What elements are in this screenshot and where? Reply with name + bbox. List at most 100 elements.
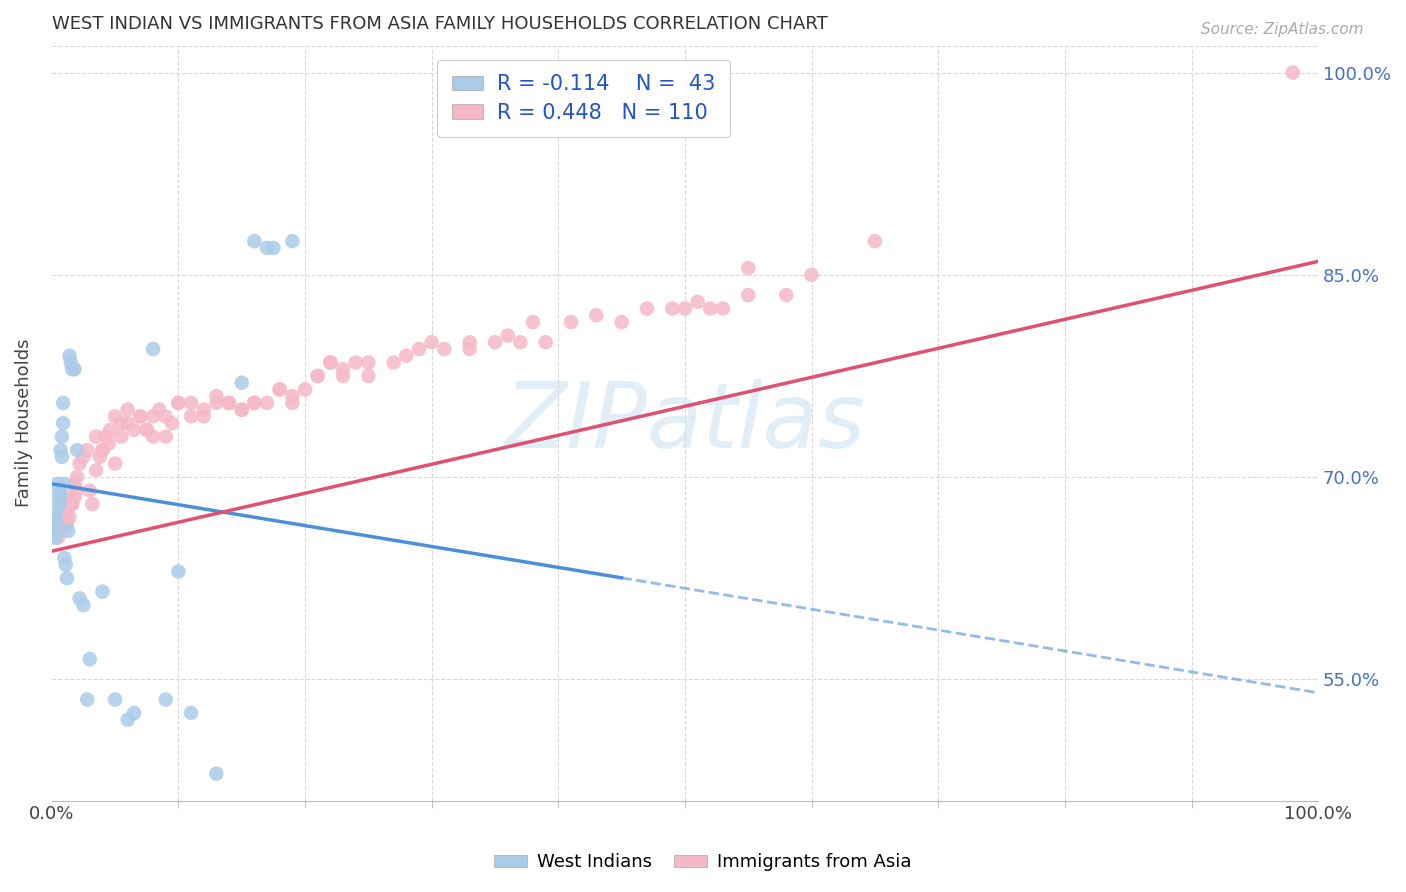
Point [319, 355, 342, 369]
Point [205, 389, 228, 403]
Text: WEST INDIAN VS IMMIGRANTS FROM ASIA FAMILY HOUSEHOLDS CORRELATION CHART: WEST INDIAN VS IMMIGRANTS FROM ASIA FAMI… [52, 15, 828, 33]
Point [218, 396, 240, 410]
Point [48, 497, 70, 511]
Point [167, 565, 190, 579]
Point [79, 652, 101, 666]
Point [560, 315, 582, 329]
Point [800, 268, 823, 282]
Point [53, 476, 76, 491]
Point [52, 504, 75, 518]
Point [117, 713, 139, 727]
Point [46, 531, 69, 545]
Point [72, 598, 94, 612]
Point [104, 457, 127, 471]
Point [585, 308, 607, 322]
Point [458, 335, 481, 350]
Point [496, 328, 519, 343]
Point [344, 355, 367, 369]
Point [58, 490, 80, 504]
Point [45, 517, 67, 532]
Point [98, 423, 121, 437]
Point [97, 436, 120, 450]
Point [737, 288, 759, 302]
Point [142, 429, 165, 443]
Point [148, 402, 170, 417]
Legend: R = -0.114    N =  43, R = 0.448   N = 110: R = -0.114 N = 43, R = 0.448 N = 110 [437, 60, 730, 137]
Point [49, 443, 72, 458]
Point [51, 497, 73, 511]
Point [45, 504, 67, 518]
Point [66, 470, 89, 484]
Point [180, 706, 202, 720]
Point [155, 692, 177, 706]
Point [307, 368, 329, 383]
Point [56, 571, 79, 585]
Point [46, 510, 69, 524]
Point [110, 416, 132, 430]
Point [60, 362, 83, 376]
Point [269, 383, 291, 397]
Point [117, 402, 139, 417]
Point [357, 368, 380, 383]
Point [45, 531, 67, 545]
Point [110, 429, 132, 443]
Point [673, 301, 696, 316]
Legend: West Indians, Immigrants from Asia: West Indians, Immigrants from Asia [486, 847, 920, 879]
Point [53, 551, 76, 566]
Point [76, 692, 98, 706]
Point [269, 383, 291, 397]
Point [610, 315, 633, 329]
Point [319, 355, 342, 369]
Point [332, 362, 354, 376]
Point [55, 558, 77, 572]
Point [58, 510, 80, 524]
Point [58, 524, 80, 538]
Point [60, 497, 83, 511]
Point [509, 335, 531, 350]
Point [256, 396, 278, 410]
Point [332, 368, 354, 383]
Point [281, 396, 304, 410]
Point [193, 409, 215, 424]
Point [180, 396, 202, 410]
Point [53, 517, 76, 532]
Point [45, 510, 67, 524]
Point [53, 510, 76, 524]
Point [52, 396, 75, 410]
Point [420, 335, 443, 350]
Point [46, 476, 69, 491]
Point [294, 383, 316, 397]
Point [205, 766, 228, 780]
Point [433, 342, 456, 356]
Point [58, 349, 80, 363]
Point [142, 409, 165, 424]
Point [49, 524, 72, 538]
Point [484, 335, 506, 350]
Point [711, 301, 734, 316]
Point [49, 490, 72, 504]
Point [79, 483, 101, 498]
Point [122, 423, 145, 437]
Point [51, 450, 73, 464]
Point [180, 409, 202, 424]
Point [218, 396, 240, 410]
Point [775, 288, 797, 302]
Point [46, 490, 69, 504]
Point [69, 591, 91, 606]
Point [69, 457, 91, 471]
Text: ZIPatlas: ZIPatlas [505, 379, 865, 467]
Point [205, 396, 228, 410]
Point [56, 504, 79, 518]
Point [91, 584, 114, 599]
Point [104, 409, 127, 424]
Point [142, 342, 165, 356]
Point [281, 234, 304, 248]
Point [135, 423, 157, 437]
Point [52, 416, 75, 430]
Point [45, 524, 67, 538]
Point [256, 241, 278, 255]
Point [63, 476, 86, 491]
Point [122, 706, 145, 720]
Point [231, 402, 253, 417]
Point [63, 490, 86, 504]
